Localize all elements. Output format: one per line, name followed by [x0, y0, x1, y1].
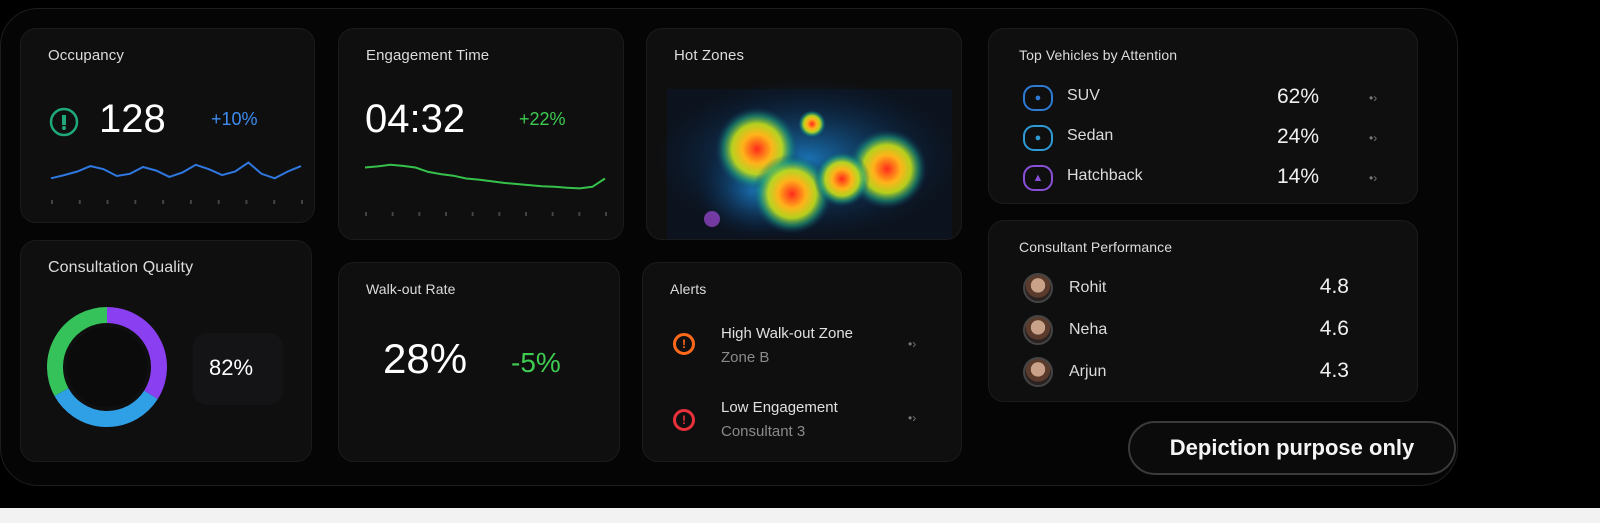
consultant-name: Rohit	[1069, 279, 1107, 296]
sparkline-path	[364, 163, 606, 190]
occupancy-delta: +10%	[211, 109, 258, 129]
hot-zones-card[interactable]: Hot Zones	[646, 28, 962, 240]
chevron-right-icon[interactable]: •›	[908, 337, 917, 351]
consultation-donut	[47, 307, 167, 427]
chevron-right-icon[interactable]: •›	[908, 411, 917, 425]
axis-tick	[551, 212, 554, 216]
consultant-score: 4.6	[1319, 317, 1349, 340]
consultants-card[interactable]: Consultant Performance Rohit 4.8 Neha 4.…	[988, 220, 1418, 402]
axis-tick	[525, 212, 527, 216]
axis-tick	[106, 200, 109, 204]
axis-tick	[162, 200, 165, 204]
top-vehicles-card[interactable]: Top Vehicles by Attention ● SUV 62% •› ●…	[988, 28, 1418, 204]
donut-segment	[54, 387, 158, 427]
alert-title: High Walk-out Zone	[721, 325, 853, 342]
heatmap	[657, 79, 957, 239]
walkout-value: 28%	[383, 335, 468, 382]
donut-segment	[47, 307, 108, 396]
engagement-value: 04:32	[365, 97, 466, 141]
depiction-badge: Depiction purpose only	[1128, 421, 1456, 475]
occupancy-title: Occupancy	[48, 47, 124, 64]
sparkline-path	[50, 161, 302, 180]
avatar	[1023, 315, 1053, 345]
consultant-name: Neha	[1069, 321, 1108, 338]
consultation-title: Consultation Quality	[48, 259, 194, 276]
engagement-title: Engagement Time	[366, 47, 490, 64]
walkout-delta: -5%	[511, 347, 561, 378]
axis-tick	[391, 212, 394, 216]
vehicle-value: 24%	[1276, 125, 1319, 148]
consultant-score: 4.8	[1319, 275, 1349, 298]
axis-tick	[189, 200, 192, 204]
axis-tick	[134, 200, 137, 204]
alert-title: Low Engagement	[721, 399, 838, 416]
consultants-title: Consultant Performance	[1019, 239, 1173, 255]
person-icon	[49, 107, 79, 137]
bottom-strip	[0, 508, 1600, 523]
hot-zones-title: Hot Zones	[674, 47, 745, 64]
engagement-delta: +22%	[519, 109, 566, 129]
alert-icon: !	[673, 333, 695, 355]
alert-icon: !	[673, 409, 695, 431]
axis-tick	[578, 212, 581, 216]
axis-tick	[418, 212, 421, 216]
chevron-right-icon[interactable]: •›	[1369, 171, 1378, 185]
vehicle-value: 62%	[1276, 85, 1319, 108]
car-icon: ▲	[1023, 165, 1053, 191]
engagement-sparkline	[364, 163, 607, 216]
axis-tick	[471, 212, 474, 216]
alerts-title: Alerts	[670, 281, 707, 297]
axis-tick	[51, 200, 53, 204]
consultation-value-box	[193, 333, 283, 405]
axis-tick	[245, 200, 248, 204]
axis-tick	[78, 200, 81, 204]
axis-tick	[605, 212, 607, 216]
axis-tick	[365, 212, 367, 216]
walkout-title: Walk-out Rate	[366, 281, 456, 297]
axis-tick	[498, 212, 501, 216]
consultant-score: 4.3	[1319, 359, 1349, 382]
vehicle-label: Sedan	[1067, 127, 1114, 144]
consultant-name: Arjun	[1069, 363, 1107, 380]
car-icon: ●	[1023, 85, 1053, 111]
occupancy-card[interactable]: Occupancy 128 +10%	[20, 28, 315, 223]
consultation-card[interactable]: Consultation Quality 82%	[20, 240, 312, 462]
alerts-card[interactable]: Alerts ! High Walk-out Zone Zone B •› ! …	[642, 262, 962, 462]
vehicle-label: Hatchback	[1067, 167, 1143, 184]
donut-hole	[67, 327, 147, 407]
occupancy-value: 128	[99, 97, 166, 141]
engagement-card[interactable]: Engagement Time 04:32 +22%	[338, 28, 624, 240]
consultation-value: 82%	[209, 355, 254, 380]
avatar	[1023, 273, 1053, 303]
donut-segment	[106, 307, 167, 400]
top-vehicles-title: Top Vehicles by Attention	[1019, 47, 1178, 63]
vehicle-value: 14%	[1276, 165, 1319, 188]
axis-tick	[445, 212, 447, 216]
alert-sub: Zone B	[721, 349, 770, 366]
chevron-right-icon[interactable]: •›	[1369, 131, 1378, 145]
avatar	[1023, 357, 1053, 387]
walkout-card[interactable]: Walk-out Rate 28% -5%	[338, 262, 620, 462]
axis-tick	[273, 200, 276, 204]
axis-tick	[301, 200, 303, 204]
alert-sub: Consultant 3	[721, 423, 806, 440]
vehicle-label: SUV	[1067, 87, 1100, 104]
occupancy-sparkline	[50, 161, 303, 204]
axis-tick	[217, 200, 220, 204]
chevron-right-icon[interactable]: •›	[1369, 91, 1378, 105]
car-icon: ●	[1023, 125, 1053, 151]
